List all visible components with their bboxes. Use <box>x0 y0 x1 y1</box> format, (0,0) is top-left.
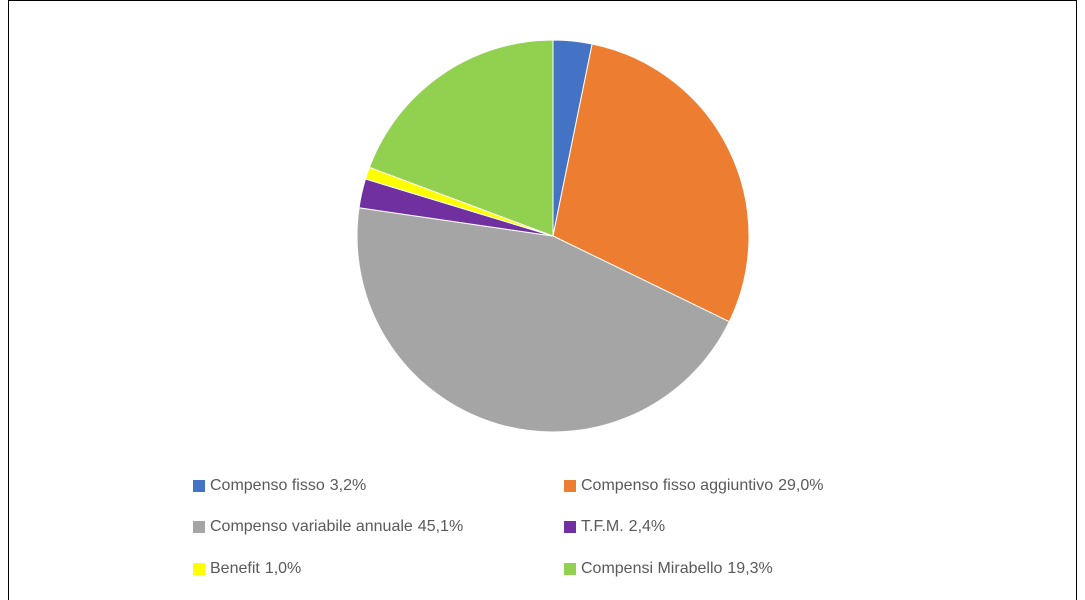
pie-slice <box>368 39 554 237</box>
legend-value: 29,0% <box>778 477 823 494</box>
legend-value: 2,4% <box>629 518 665 535</box>
pie-slice <box>552 43 750 323</box>
legend-swatch <box>193 563 205 575</box>
legend-swatch <box>564 563 576 575</box>
legend-value: 1,0% <box>265 560 301 577</box>
legend-category: Compenso fisso aggiuntivo <box>581 477 773 494</box>
legend-category: Compenso fisso <box>210 477 325 494</box>
legend-label: Compensi Mirabello 19,3% <box>581 560 773 577</box>
legend-category: Benefit <box>210 560 260 577</box>
legend-category: T.F.M. <box>581 518 624 535</box>
legend-swatch <box>193 480 205 492</box>
legend-swatch <box>564 480 576 492</box>
legend-value: 45,1% <box>418 518 463 535</box>
legend-value: 3,2% <box>330 477 366 494</box>
legend-label: Compenso fisso aggiuntivo 29,0% <box>581 477 823 494</box>
legend-value: 19,3% <box>727 560 772 577</box>
legend-category: Compenso variabile annuale <box>210 518 413 535</box>
legend-label: Benefit 1,0% <box>210 560 301 577</box>
legend-label: Compenso variabile annuale 45,1% <box>210 518 463 535</box>
legend-swatch <box>564 521 576 533</box>
pie-slice <box>356 207 730 433</box>
legend-swatch <box>193 521 205 533</box>
legend-category: Compensi Mirabello <box>581 560 722 577</box>
legend-label: Compenso fisso 3,2% <box>210 477 366 494</box>
legend-label: T.F.M. 2,4% <box>581 518 665 535</box>
